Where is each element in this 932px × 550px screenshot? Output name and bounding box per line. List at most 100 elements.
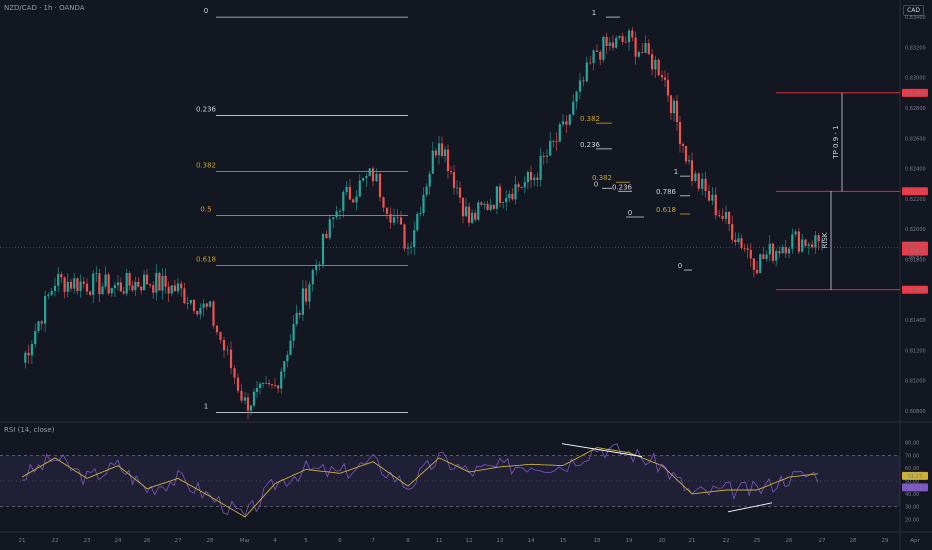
candle-body	[529, 172, 533, 180]
candle-body	[434, 150, 437, 156]
candle-body	[212, 301, 215, 326]
price-tick-label: 0.81800	[905, 257, 926, 263]
time-tick-label: 4	[273, 538, 277, 544]
candle-body	[495, 186, 498, 209]
candle-body	[672, 100, 676, 114]
candle-body	[778, 251, 781, 254]
rsi-value-label: 51.23	[908, 474, 922, 480]
candle-body	[728, 212, 731, 225]
candle-body	[446, 149, 450, 172]
candle-body	[295, 313, 298, 325]
candle-body	[765, 254, 768, 259]
candle-body	[555, 141, 558, 143]
current-price-label: 0.81878	[905, 249, 926, 255]
candle-body	[687, 160, 691, 162]
candle-body	[89, 291, 92, 295]
tp-annotation: TP 0.9 - 1	[832, 125, 840, 159]
candle-body	[511, 193, 514, 200]
candle-body	[318, 264, 321, 266]
fib-minor-label: 0	[594, 180, 598, 188]
candle-body	[582, 80, 585, 82]
candle-body	[657, 59, 660, 76]
candle-body	[437, 143, 441, 156]
candle-body	[170, 285, 173, 294]
candle-body	[413, 230, 416, 247]
price-tick-label: 0.80800	[905, 409, 926, 415]
candle-body	[755, 269, 759, 274]
candle-body	[416, 213, 419, 231]
rsi-tick-label: 50.00	[905, 479, 919, 485]
rsi-indicator-title: RSI (14, close)	[4, 426, 55, 434]
time-tick-label: 28	[207, 538, 214, 544]
candle-body	[471, 212, 474, 223]
candle-body	[660, 75, 664, 78]
candle-body	[477, 202, 480, 220]
candle-body	[122, 291, 125, 294]
candle-body	[240, 390, 243, 401]
candle-body	[804, 239, 807, 246]
candle-body	[143, 274, 146, 291]
candle-body	[375, 173, 378, 182]
candle-body	[464, 206, 468, 217]
candle-body	[618, 36, 621, 38]
candle-body	[378, 173, 382, 198]
currency-button[interactable]: CAD	[903, 5, 924, 16]
rsi-line	[21, 443, 819, 517]
candle-body	[684, 145, 688, 162]
fib-level-label: 0.382	[196, 162, 216, 170]
divergence-line	[561, 443, 643, 458]
candle-body	[183, 288, 186, 304]
candle-body	[152, 285, 155, 293]
candle-body	[335, 211, 338, 218]
price-tick-label: 0.83400	[905, 15, 926, 21]
candle-body	[192, 300, 196, 312]
candle-body	[82, 281, 85, 284]
candle-body	[63, 277, 66, 292]
candle-body	[289, 340, 292, 355]
candle-body	[585, 62, 588, 82]
candle-body	[371, 168, 375, 182]
price-tag	[902, 285, 928, 294]
candle-body	[73, 278, 76, 289]
candle-body	[467, 206, 471, 223]
candle-body	[690, 160, 694, 182]
candle-body	[483, 203, 486, 205]
candle-body	[508, 193, 511, 198]
candle-body	[69, 281, 73, 289]
candle-body	[731, 224, 734, 240]
candle-body	[605, 36, 608, 46]
candle-body	[304, 288, 308, 302]
candle-body	[775, 251, 778, 261]
candle-body	[814, 235, 817, 248]
candle-body	[208, 301, 212, 307]
time-tick-label: 14	[528, 538, 535, 544]
candle-body	[325, 233, 328, 239]
candle-body	[348, 186, 351, 200]
candle-body	[358, 180, 361, 197]
candle-body	[255, 387, 259, 392]
time-tick-label: 27	[175, 538, 182, 544]
candle-body	[749, 249, 752, 259]
candle-body	[125, 273, 128, 294]
candle-body	[502, 202, 505, 203]
candle-body	[34, 331, 37, 345]
time-tick-label: 28	[850, 538, 857, 544]
candle-body	[215, 325, 219, 333]
time-tick-label: 15	[560, 538, 567, 544]
price-tick-label: 0.82600	[905, 136, 926, 142]
time-tick-label: 23	[84, 538, 91, 544]
candle-body	[199, 307, 202, 315]
candle-body	[113, 285, 116, 289]
candle-body	[410, 246, 413, 248]
time-tick-label: 11	[436, 538, 443, 544]
time-tick-label: 7	[371, 538, 375, 544]
candle-body	[149, 284, 152, 286]
candle-body	[611, 42, 615, 48]
candle-body	[428, 173, 431, 187]
candle-body	[116, 282, 120, 286]
time-tick-label: 13	[497, 538, 504, 544]
fib-minor-label: 0.382	[592, 174, 612, 182]
candle-body	[647, 43, 650, 55]
price-tick-label: 0.81400	[905, 318, 926, 324]
